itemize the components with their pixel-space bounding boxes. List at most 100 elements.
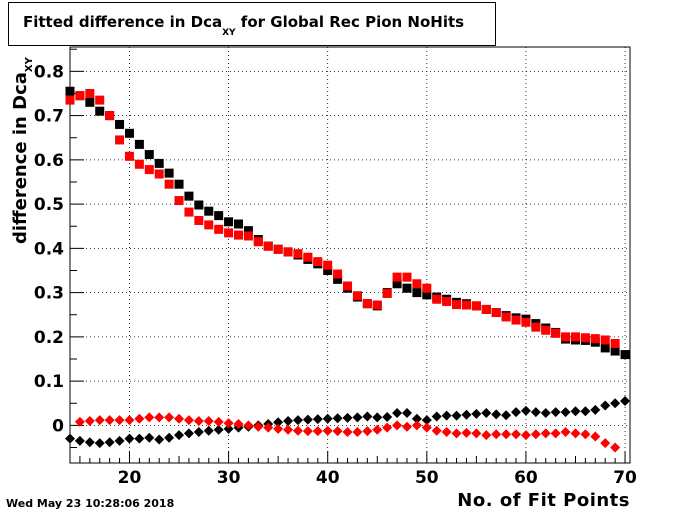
data-point-series-2 <box>432 294 442 304</box>
data-point-series-2 <box>570 332 580 342</box>
data-point-series-3 <box>451 410 462 421</box>
data-point-series-1 <box>620 350 630 360</box>
data-point-series-3 <box>461 409 472 420</box>
data-point-series-3 <box>382 411 393 422</box>
data-point-series-3 <box>550 407 561 418</box>
data-point-series-2 <box>452 300 462 310</box>
data-point-series-2 <box>352 291 362 301</box>
data-point-series-4 <box>560 427 571 438</box>
data-point-series-1 <box>422 290 432 300</box>
data-point-series-1 <box>333 274 343 284</box>
data-point-series-2 <box>343 281 353 291</box>
data-point-series-2 <box>273 244 283 254</box>
x-tick-label: 30 <box>217 468 241 488</box>
data-point-series-2 <box>184 207 194 217</box>
data-point-series-1 <box>243 226 253 236</box>
data-point-series-3 <box>174 430 185 441</box>
data-point-series-3 <box>94 438 105 449</box>
data-point-series-2 <box>541 325 551 335</box>
data-point-series-2 <box>382 289 392 299</box>
x-tick-label: 20 <box>118 468 142 488</box>
data-point-series-2 <box>471 301 481 311</box>
data-point-series-2 <box>134 159 144 169</box>
title-rest: for Global Rec Pion NoHits <box>235 13 465 31</box>
data-point-series-2 <box>65 95 75 105</box>
data-point-series-4 <box>322 425 333 436</box>
data-point-series-4 <box>540 428 551 439</box>
data-point-series-3 <box>164 432 175 443</box>
data-point-series-4 <box>392 420 403 431</box>
data-point-series-4 <box>610 442 621 453</box>
data-point-series-1 <box>154 158 164 168</box>
title-box: Fitted difference in DcaXY for Global Re… <box>8 2 496 46</box>
data-point-series-2 <box>105 111 115 121</box>
data-point-series-1 <box>214 211 224 221</box>
data-point-series-4 <box>193 415 204 426</box>
data-point-series-3 <box>610 398 621 409</box>
data-point-series-1 <box>402 283 412 293</box>
data-point-series-4 <box>352 427 363 438</box>
data-point-series-3 <box>481 407 492 418</box>
data-point-series-3 <box>154 434 165 445</box>
data-point-series-3 <box>114 435 125 446</box>
data-point-series-4 <box>461 427 472 438</box>
data-point-series-1 <box>95 106 105 116</box>
data-point-series-4 <box>223 418 234 429</box>
data-point-series-2 <box>95 95 105 105</box>
y-tick-label: 0.2 <box>34 328 64 348</box>
data-point-series-2 <box>115 135 125 145</box>
data-point-series-4 <box>183 415 194 426</box>
data-point-series-3 <box>411 413 422 424</box>
data-point-series-3 <box>332 413 343 424</box>
y-tick-label: 0 <box>52 416 64 436</box>
data-point-series-3 <box>283 415 294 426</box>
data-point-series-2 <box>75 91 85 101</box>
data-point-series-4 <box>471 428 482 439</box>
data-point-series-2 <box>412 279 422 289</box>
data-point-series-3 <box>560 407 571 418</box>
data-point-series-2 <box>521 317 531 327</box>
data-point-series-4 <box>154 412 165 423</box>
data-point-series-2 <box>214 224 224 234</box>
data-point-series-4 <box>411 420 422 431</box>
x-tick-label: 60 <box>514 468 538 488</box>
data-point-series-4 <box>243 420 254 431</box>
data-point-series-4 <box>530 429 541 440</box>
y-tick-label: 0.8 <box>34 62 64 82</box>
data-point-series-3 <box>471 408 482 419</box>
data-point-series-4 <box>253 421 264 432</box>
data-point-series-2 <box>283 247 293 257</box>
data-point-series-4 <box>164 412 175 423</box>
data-point-series-2 <box>313 257 323 267</box>
data-point-series-2 <box>610 339 620 349</box>
data-point-series-4 <box>570 428 581 439</box>
data-point-series-4 <box>134 413 145 424</box>
y-tick-label: 0.1 <box>34 372 64 392</box>
data-point-series-3 <box>441 410 452 421</box>
data-point-series-4 <box>233 419 244 430</box>
data-point-series-4 <box>491 429 502 440</box>
data-point-series-2 <box>233 230 243 240</box>
data-point-series-3 <box>223 423 234 434</box>
data-point-series-3 <box>392 407 403 418</box>
data-point-series-4 <box>421 422 432 433</box>
data-point-series-1 <box>392 279 402 289</box>
data-point-series-2 <box>372 300 382 310</box>
data-point-series-2 <box>511 315 521 325</box>
data-point-series-3 <box>590 404 601 415</box>
data-point-series-4 <box>600 438 611 449</box>
data-point-series-3 <box>352 412 363 423</box>
data-point-series-4 <box>213 416 224 427</box>
data-point-series-4 <box>550 428 561 439</box>
x-tick-label: 50 <box>415 468 439 488</box>
data-point-series-2 <box>402 272 412 282</box>
data-point-series-4 <box>342 427 353 438</box>
plot-frame <box>69 46 631 464</box>
data-point-series-2 <box>422 283 432 293</box>
y-tick-label: 0.6 <box>34 151 64 171</box>
y-axis-label: difference in DcaXY <box>10 57 35 244</box>
data-point-series-4 <box>332 426 343 437</box>
data-point-series-1 <box>184 191 194 201</box>
data-point-series-2 <box>194 215 204 225</box>
